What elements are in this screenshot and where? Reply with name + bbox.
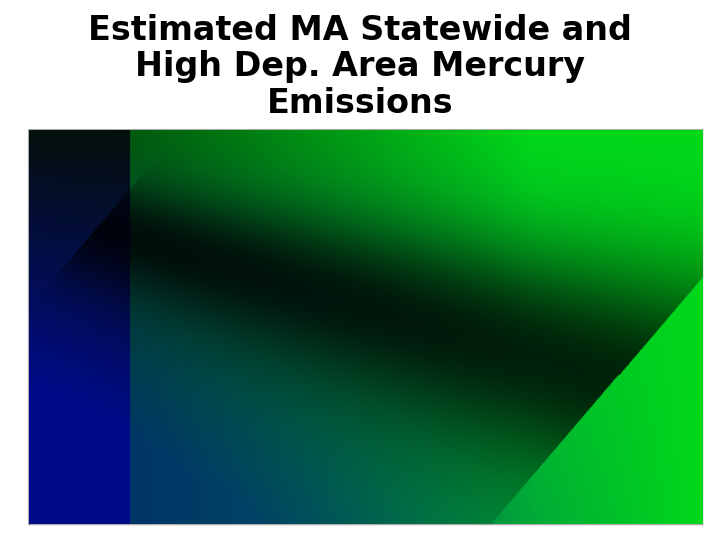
Bar bbox=[29, 130, 702, 524]
Text: Estimated
reduction: Estimated reduction bbox=[547, 181, 658, 224]
Text: High
Dep: High Dep bbox=[35, 436, 96, 488]
Text: 2,540: 2,540 bbox=[362, 326, 437, 349]
Text: 4,100: 4,100 bbox=[175, 450, 250, 474]
Text: 87%: 87% bbox=[575, 450, 631, 474]
Text: 70%: 70% bbox=[575, 326, 631, 349]
Text: Baseline
(lbs/year): Baseline (lbs/year) bbox=[160, 181, 265, 224]
Text: 2002-
2003
(lbs/year): 2002- 2003 (lbs/year) bbox=[347, 170, 453, 235]
Text: MA: MA bbox=[35, 326, 76, 349]
Text: 540: 540 bbox=[375, 450, 425, 474]
Text: 8,600: 8,600 bbox=[175, 326, 250, 349]
Text: Estimated MA Statewide and
High Dep. Area Mercury
Emissions: Estimated MA Statewide and High Dep. Are… bbox=[88, 14, 632, 120]
